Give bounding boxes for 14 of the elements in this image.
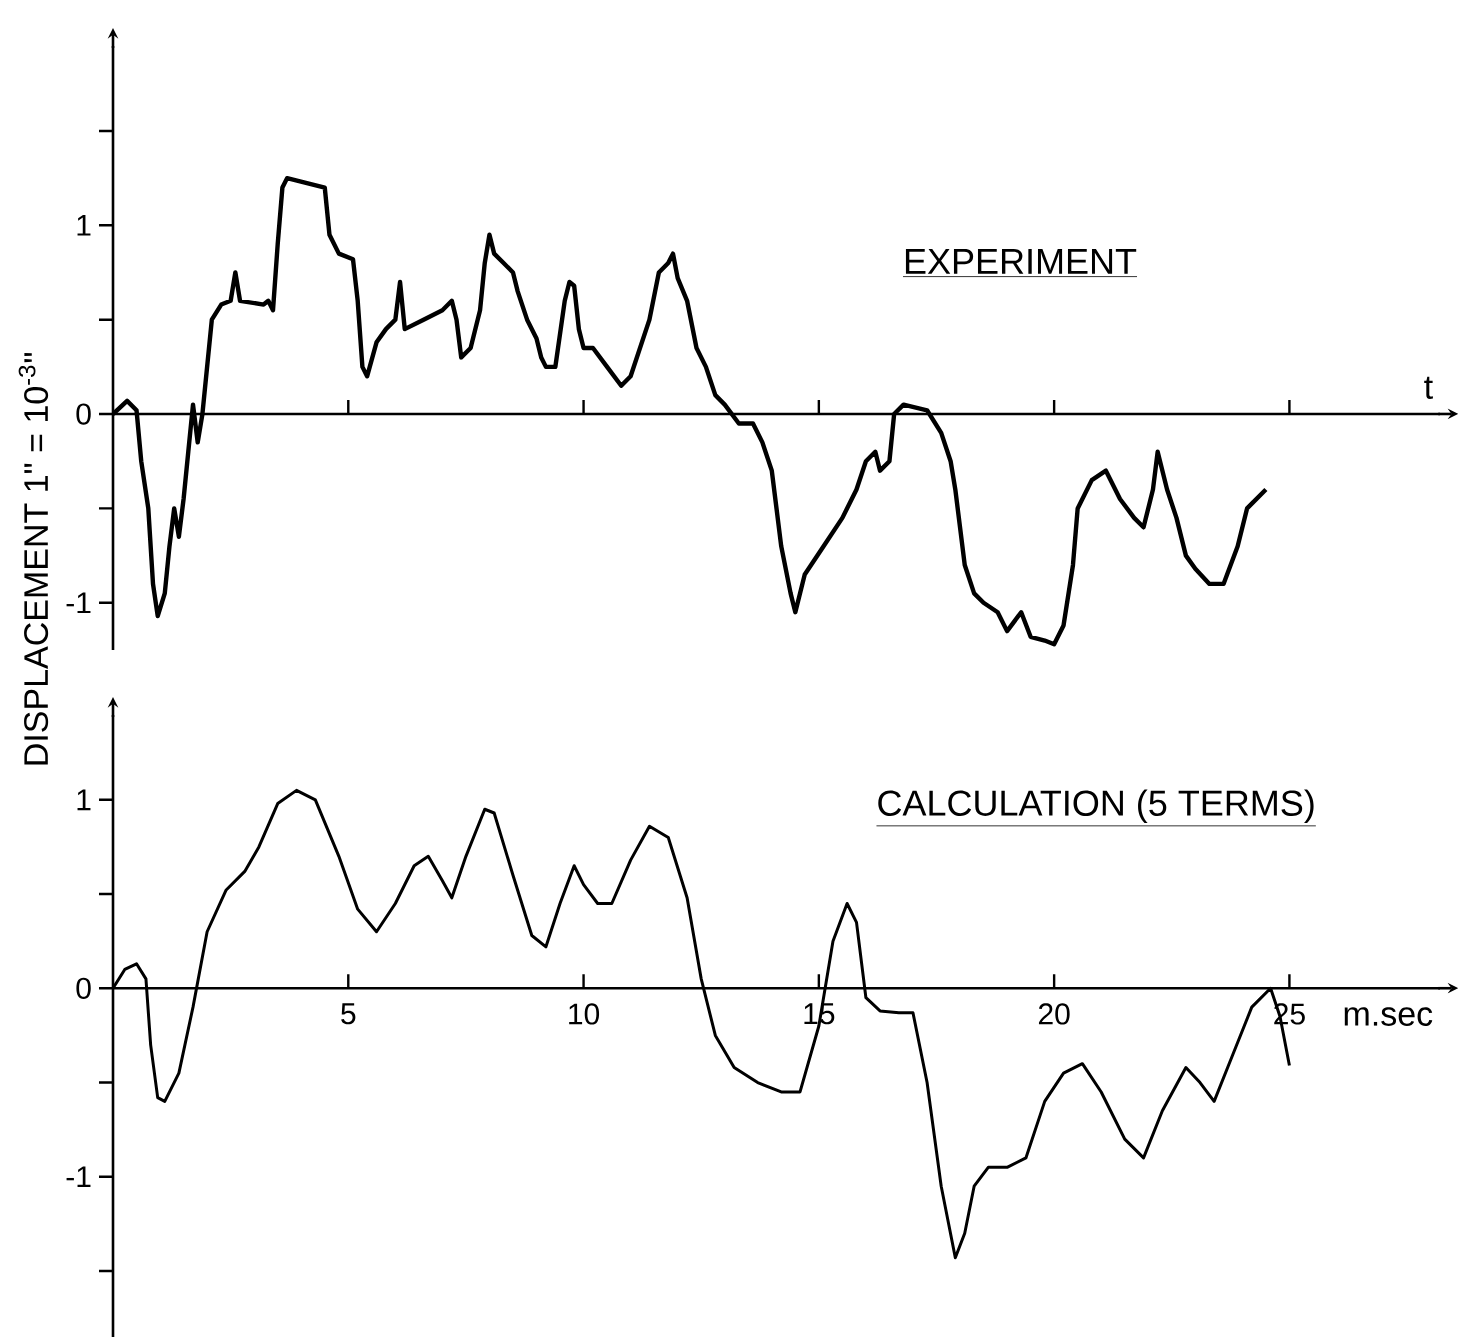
text: CALCULATION (5 TERMS) — [878, 789, 1314, 824]
y-tick-label: -1 — [66, 592, 91, 614]
y-tick-label: 0 — [76, 403, 91, 425]
y-tick-label: 1 — [77, 214, 91, 236]
y-tick-label: 1 — [77, 789, 91, 811]
x-tick-label: 10 — [569, 1003, 600, 1025]
y-tick-label: -1 — [66, 1166, 91, 1188]
x-tick-label: 5 — [341, 1003, 356, 1025]
x-axis-title: t — [1424, 376, 1433, 399]
y-tick-label: 0 — [76, 977, 91, 999]
y-axis-title: DISPLACEMENT 1" = 10$^{-3}$" — [18, 352, 49, 765]
x-axis-title: m.sec — [1344, 1007, 1433, 1026]
text: EXPERIMENT — [905, 249, 1137, 274]
x-tick-label: 20 — [1038, 1003, 1070, 1025]
